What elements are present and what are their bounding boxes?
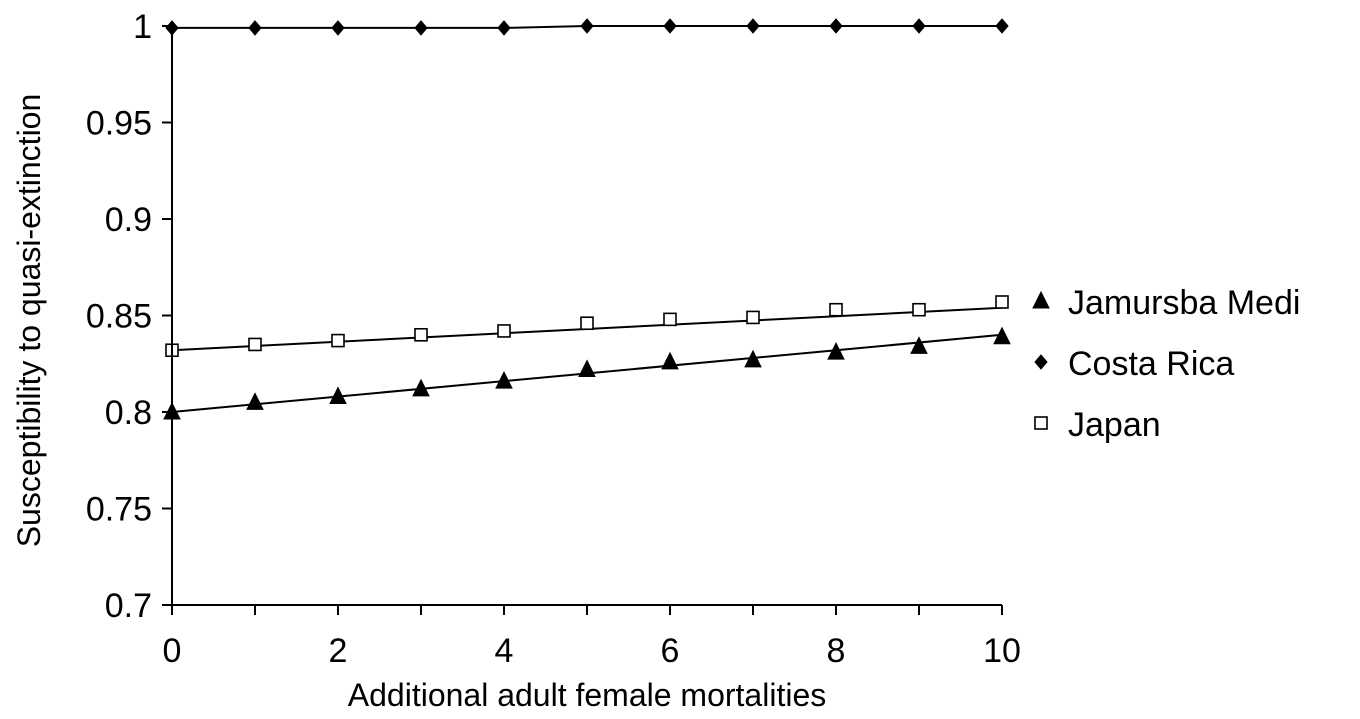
x-tick-label: 0 (163, 632, 182, 670)
point-jamursba-medi (827, 342, 845, 360)
point-japan (829, 302, 843, 317)
point-costa-rica (829, 18, 843, 34)
point-japan (414, 327, 428, 342)
y-tick-label: 0.7 (105, 587, 152, 625)
point-jamursba-medi (744, 349, 762, 368)
point-japan (912, 302, 926, 317)
point-costa-rica (746, 18, 760, 34)
point-japan (663, 312, 677, 327)
point-costa-rica (248, 20, 262, 36)
point-japan (497, 324, 511, 338)
markers (163, 18, 1011, 420)
point-japan (331, 333, 345, 348)
point-japan (746, 310, 760, 325)
x-axis-title: Additional adult female mortalities (348, 677, 826, 713)
x-tick-label: 6 (661, 632, 680, 670)
point-costa-rica (497, 20, 511, 36)
legend-label-jamursba-medi: Jamursba Medi (1068, 284, 1300, 322)
legend-label-costa-rica: Costa Rica (1068, 345, 1234, 383)
legend-item-japan: Japan (1034, 406, 1161, 444)
legend: Jamursba Medi Costa Rica Japan (1032, 284, 1300, 444)
point-costa-rica (995, 18, 1009, 34)
legend-label-japan: Japan (1068, 406, 1161, 444)
y-axis-title: Susceptibility to quasi-extinction (11, 94, 47, 548)
point-jamursba-medi (910, 336, 928, 354)
y-tick-label: 0.8 (105, 394, 152, 432)
x-ticks: 0 2 4 6 8 10 (163, 605, 1021, 670)
point-jamursba-medi (661, 351, 679, 370)
point-japan (248, 337, 262, 352)
point-costa-rica (912, 18, 926, 34)
y-tick-label: 0.9 (105, 201, 152, 239)
point-costa-rica (663, 18, 677, 34)
y-tick-label: 0.75 (86, 491, 152, 529)
point-jamursba-medi (578, 359, 596, 378)
legend-marker-costa-rica (1034, 354, 1048, 370)
x-tick-label: 8 (827, 632, 846, 670)
point-japan (995, 295, 1009, 309)
x-tick-label: 10 (983, 632, 1021, 670)
legend-item-costa-rica: Costa Rica (1034, 345, 1234, 383)
y-tick-label: 0.85 (86, 298, 152, 336)
y-ticks: 0.7 0.75 0.8 0.85 0.9 0.95 1 (86, 8, 172, 625)
point-jamursba-medi (412, 378, 430, 397)
point-jamursba-medi (993, 326, 1011, 345)
legend-marker-jamursba-medi (1032, 290, 1050, 309)
point-jamursba-medi (246, 392, 264, 410)
point-jamursba-medi (329, 386, 347, 405)
legend-marker-japan (1034, 416, 1048, 430)
y-tick-label: 0.95 (86, 105, 152, 143)
x-tick-label: 2 (329, 632, 348, 670)
axes (171, 26, 1002, 606)
legend-item-jamursba-medi: Jamursba Medi (1032, 284, 1300, 322)
point-japan (580, 316, 594, 331)
point-costa-rica (580, 18, 594, 34)
point-jamursba-medi (495, 371, 513, 389)
x-tick-label: 4 (495, 632, 514, 670)
point-costa-rica (331, 20, 345, 36)
y-tick-label: 1 (133, 8, 152, 46)
point-costa-rica (414, 20, 428, 36)
